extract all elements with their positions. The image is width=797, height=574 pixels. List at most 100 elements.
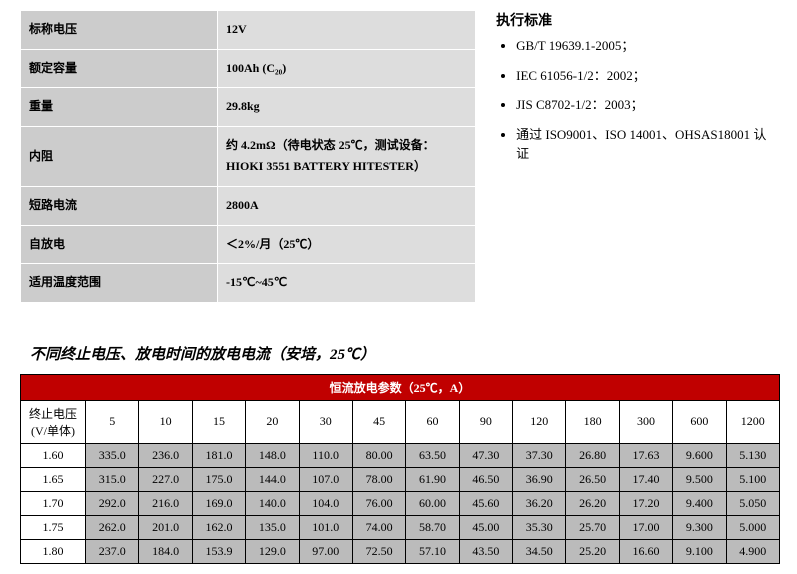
discharge-col-head: 30 [299, 400, 352, 443]
spec-label: 标称电压 [21, 11, 218, 50]
discharge-cell: 78.00 [352, 467, 405, 491]
spec-row: 标称电压12V [21, 11, 476, 50]
discharge-col-head: 90 [459, 400, 512, 443]
discharge-table: 恒流放电参数（25℃，A）终止电压(V/单体)51015203045609012… [20, 374, 780, 564]
discharge-col-head: 600 [673, 400, 726, 443]
discharge-cell: 110.0 [299, 443, 352, 467]
discharge-row-head: 1.60 [21, 443, 86, 467]
discharge-cell: 237.0 [86, 539, 139, 563]
discharge-cell: 17.20 [619, 491, 672, 515]
discharge-cell: 5.000 [726, 515, 780, 539]
discharge-cell: 129.0 [246, 539, 299, 563]
discharge-col-head: 60 [406, 400, 459, 443]
discharge-col-head: 15 [192, 400, 245, 443]
spec-value: 12V [218, 11, 476, 50]
discharge-cell: 17.00 [619, 515, 672, 539]
discharge-cell: 5.130 [726, 443, 780, 467]
discharge-col-head: 20 [246, 400, 299, 443]
discharge-cell: 16.60 [619, 539, 672, 563]
discharge-col-head: 10 [139, 400, 192, 443]
discharge-row-head: 1.70 [21, 491, 86, 515]
standards-title: 执行标准 [496, 10, 777, 30]
discharge-col-head: 45 [352, 400, 405, 443]
discharge-cell: 9.500 [673, 467, 726, 491]
discharge-cell: 148.0 [246, 443, 299, 467]
discharge-cell: 4.900 [726, 539, 780, 563]
discharge-cell: 175.0 [192, 467, 245, 491]
discharge-cell: 72.50 [352, 539, 405, 563]
spec-label: 自放电 [21, 225, 218, 264]
discharge-header: 恒流放电参数（25℃，A） [21, 374, 780, 400]
discharge-row-head: 1.80 [21, 539, 86, 563]
discharge-cell: 26.20 [566, 491, 619, 515]
spec-label: 重量 [21, 88, 218, 127]
standards-item: IEC 61056-1/2：2002； [516, 66, 777, 86]
discharge-cell: 58.70 [406, 515, 459, 539]
standards-item: JIS C8702-1/2：2003； [516, 95, 777, 115]
discharge-cell: 26.50 [566, 467, 619, 491]
discharge-cell: 184.0 [139, 539, 192, 563]
discharge-cell: 37.30 [513, 443, 566, 467]
discharge-cell: 140.0 [246, 491, 299, 515]
discharge-cell: 181.0 [192, 443, 245, 467]
discharge-cell: 17.63 [619, 443, 672, 467]
discharge-cell: 45.00 [459, 515, 512, 539]
discharge-cell: 201.0 [139, 515, 192, 539]
discharge-cell: 57.10 [406, 539, 459, 563]
discharge-cell: 5.050 [726, 491, 780, 515]
discharge-cell: 9.300 [673, 515, 726, 539]
discharge-row-head: 1.65 [21, 467, 86, 491]
discharge-cell: 63.50 [406, 443, 459, 467]
discharge-cell: 36.90 [513, 467, 566, 491]
discharge-cell: 9.600 [673, 443, 726, 467]
discharge-cell: 144.0 [246, 467, 299, 491]
discharge-cell: 46.50 [459, 467, 512, 491]
discharge-cell: 135.0 [246, 515, 299, 539]
standards-list: GB/T 19639.1-2005； IEC 61056-1/2：2002； JIS… [496, 36, 777, 164]
discharge-cell: 25.70 [566, 515, 619, 539]
discharge-cell: 315.0 [86, 467, 139, 491]
spec-row: 额定容量100Ah (C₂₀) [21, 49, 476, 88]
top-section: 标称电压12V额定容量100Ah (C₂₀)重量29.8kg内阻约 4.2mΩ（… [20, 10, 777, 303]
discharge-cell: 80.00 [352, 443, 405, 467]
spec-row: 适用温度范围-15℃~45℃ [21, 264, 476, 303]
discharge-cell: 153.9 [192, 539, 245, 563]
discharge-cell: 335.0 [86, 443, 139, 467]
spec-value: 100Ah (C₂₀) [218, 49, 476, 88]
discharge-cell: 60.00 [406, 491, 459, 515]
discharge-cell: 97.00 [299, 539, 352, 563]
discharge-cell: 104.0 [299, 491, 352, 515]
spec-label: 额定容量 [21, 49, 218, 88]
standards-item: 通过 ISO9001、ISO 14001、OHSAS18001 认证 [516, 125, 777, 164]
discharge-cell: 292.0 [86, 491, 139, 515]
discharge-row: 1.80237.0184.0153.9129.097.0072.5057.10 4… [21, 539, 780, 563]
discharge-row-head: 1.75 [21, 515, 86, 539]
discharge-row: 1.60335.0236.0181.0148.0110.080.0063.504… [21, 443, 780, 467]
discharge-row: 1.75262.0201.0162.0135.0101.074.0058.704… [21, 515, 780, 539]
discharge-cell: 45.60 [459, 491, 512, 515]
discharge-cell: 61.90 [406, 467, 459, 491]
spec-label: 短路电流 [21, 186, 218, 225]
spec-value: 2800A [218, 186, 476, 225]
discharge-cell: 9.100 [673, 539, 726, 563]
spec-row: 自放电＜2%/月（25℃） [21, 225, 476, 264]
discharge-cell: 216.0 [139, 491, 192, 515]
spec-value: 约 4.2mΩ（待电状态 25℃，测试设备：HIOKI 3551 BATTERY… [218, 126, 476, 186]
discharge-cell: 169.0 [192, 491, 245, 515]
spec-value: 29.8kg [218, 88, 476, 127]
spec-label: 适用温度范围 [21, 264, 218, 303]
spec-row: 内阻约 4.2mΩ（待电状态 25℃，测试设备：HIOKI 3551 BATTE… [21, 126, 476, 186]
discharge-cell: 227.0 [139, 467, 192, 491]
discharge-col-head: 300 [619, 400, 672, 443]
discharge-cell: 17.40 [619, 467, 672, 491]
discharge-col-head: 5 [86, 400, 139, 443]
discharge-cell: 107.0 [299, 467, 352, 491]
discharge-cell: 34.50 [513, 539, 566, 563]
spec-row: 短路电流2800A [21, 186, 476, 225]
discharge-col-head: 1200 [726, 400, 780, 443]
discharge-cell: 25.20 [566, 539, 619, 563]
standards-item: GB/T 19639.1-2005； [516, 36, 777, 56]
spec-value: -15℃~45℃ [218, 264, 476, 303]
discharge-cell: 47.30 [459, 443, 512, 467]
discharge-cell: 74.00 [352, 515, 405, 539]
